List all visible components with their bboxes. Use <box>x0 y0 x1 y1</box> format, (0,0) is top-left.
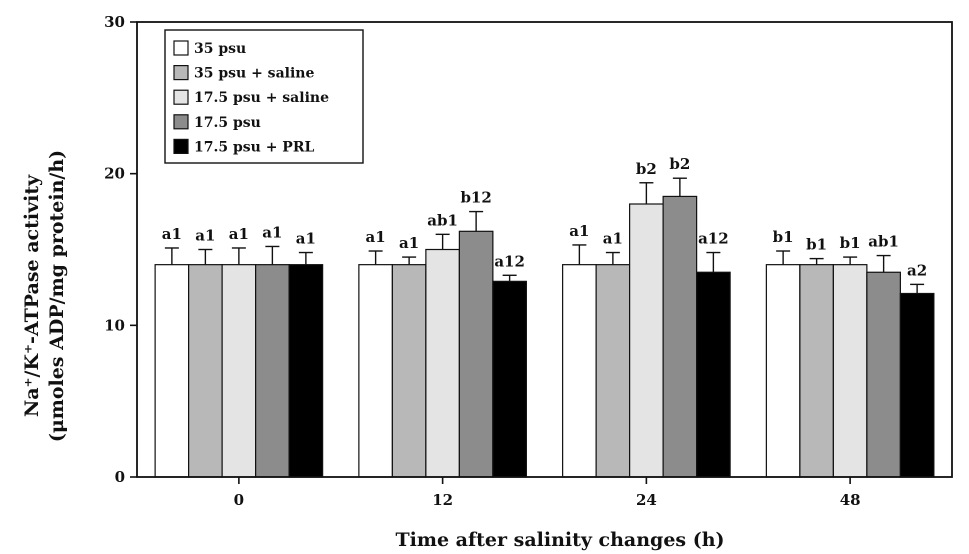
bar <box>765 264 801 478</box>
y-tick-label: 0 <box>115 468 125 486</box>
y-tick-label: 30 <box>104 13 125 31</box>
bar <box>255 264 290 478</box>
x-tick-label: 48 <box>840 491 861 509</box>
significance-label: b12 <box>460 189 491 207</box>
x-tick-label: 24 <box>636 491 657 509</box>
x-tick-label: 12 <box>432 491 453 509</box>
significance-label: a1 <box>569 222 589 240</box>
significance-label: ab1 <box>427 211 458 229</box>
significance-label: a1 <box>195 227 215 245</box>
significance-label: a1 <box>366 228 386 246</box>
legend-swatch <box>173 89 189 105</box>
bar <box>188 264 223 478</box>
significance-label: b2 <box>636 160 657 178</box>
bar <box>629 203 664 478</box>
legend-entry: 17.5 psu <box>194 115 261 131</box>
legend-swatch <box>173 64 189 81</box>
significance-label: a12 <box>698 230 729 248</box>
bar <box>662 195 698 478</box>
significance-label: b1 <box>773 228 794 246</box>
bar <box>425 248 460 478</box>
bar <box>562 264 597 478</box>
significance-label: a2 <box>907 261 927 279</box>
y-tick-label: 20 <box>104 165 125 183</box>
bar <box>154 264 190 478</box>
x-axis: 0 12 24 48 <box>234 477 861 509</box>
bar <box>492 280 527 478</box>
plot-frame <box>136 21 953 478</box>
legend-entry: 17.5 psu + PRL <box>194 139 314 155</box>
x-axis-title: Time after salinity changes (h) <box>395 529 724 551</box>
y-axis-title-line1: Na⁺/K⁺-ATPase activity <box>21 174 43 417</box>
bar <box>832 264 868 478</box>
bar <box>696 271 731 478</box>
legend-entry: 35 psu + saline <box>194 66 314 82</box>
significance-label: a1 <box>399 234 419 252</box>
significance-label: a1 <box>603 230 623 248</box>
bar <box>221 264 257 478</box>
significance-label: a12 <box>494 252 525 270</box>
y-tick-label: 10 <box>104 316 125 334</box>
legend-swatch <box>173 138 189 154</box>
error-bar-group <box>164 177 925 294</box>
x-tick-label: 0 <box>234 491 244 509</box>
bar <box>458 230 494 478</box>
bar <box>899 292 935 478</box>
significance-label: a1 <box>296 230 316 248</box>
legend: 35 psu 35 psu + saline 17.5 psu + saline 17… <box>164 29 364 164</box>
significance-label: a1 <box>229 225 249 243</box>
significance-label: b1 <box>806 236 827 254</box>
bar <box>799 264 834 478</box>
significance-label: a1 <box>262 223 282 241</box>
bar <box>391 264 427 478</box>
significance-label: a1 <box>162 225 182 243</box>
significance-label: ab1 <box>868 233 899 251</box>
legend-entry: 17.5 psu + saline <box>194 90 329 106</box>
y-axis: 0 10 20 30 <box>104 13 137 486</box>
bar <box>595 264 631 478</box>
significance-label: b2 <box>669 155 690 173</box>
bar-group <box>154 195 935 478</box>
legend-box <box>164 29 364 164</box>
legend-entry: 35 psu <box>194 41 246 57</box>
bar <box>288 264 324 478</box>
significance-label: b1 <box>840 234 861 252</box>
y-axis-title-line2: (μmoles ADP/mg protein/h) <box>46 150 68 442</box>
bar <box>358 264 393 478</box>
bar <box>866 271 901 478</box>
legend-swatch <box>173 114 189 130</box>
legend-swatch <box>173 40 189 56</box>
